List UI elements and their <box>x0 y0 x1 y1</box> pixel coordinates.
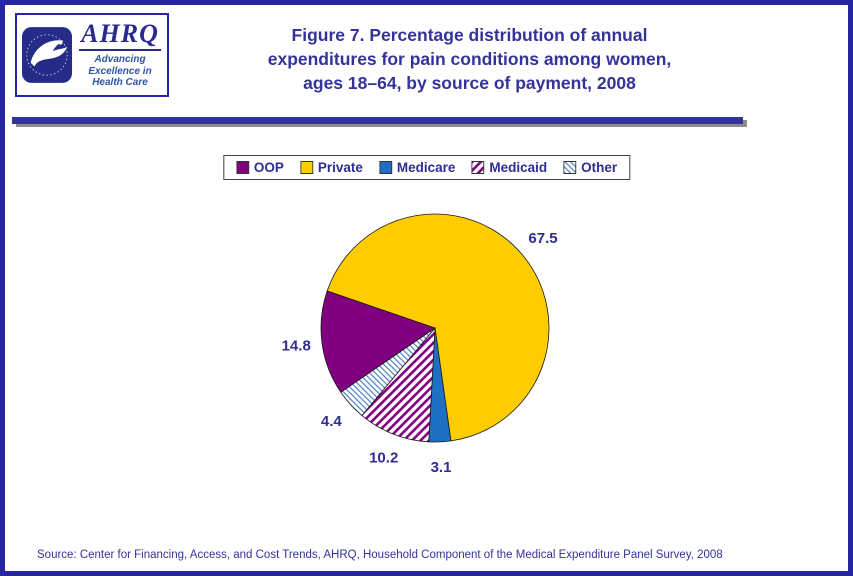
chart-legend: OOP Private Medicare Medicaid Other <box>222 155 631 180</box>
legend-label-other: Other <box>581 160 618 175</box>
value-label-medicaid: 10.2 <box>369 449 398 466</box>
logo-tagline: Advancing Excellence in Health Care <box>88 54 151 89</box>
figure-title-line: ages 18–64, by source of payment, 2008 <box>303 73 636 94</box>
legend-item-oop: OOP <box>235 160 284 175</box>
value-label-other: 4.4 <box>321 413 343 430</box>
pie-chart: 14.8 67.5 3.1 10.2 4.4 <box>282 213 558 476</box>
legend-label-oop: OOP <box>253 160 284 175</box>
legend-swatch-medicaid <box>471 161 485 174</box>
legend-swatch-other <box>563 161 577 174</box>
source-note: Source: Center for Financing, Access, an… <box>37 549 723 561</box>
figure-title-line: Figure 7. Percentage distribution of ann… <box>291 25 648 45</box>
pie-slice-private <box>326 213 550 442</box>
value-label-private: 67.5 <box>528 230 557 247</box>
pie-slice-other <box>340 327 436 417</box>
value-label-medicare: 3.1 <box>431 459 452 476</box>
legend-item-private: Private <box>299 160 363 175</box>
legend-item-other: Other <box>563 160 617 175</box>
legend-swatch-oop <box>235 161 249 174</box>
logo-tagline-line: Excellence in <box>88 65 152 77</box>
legend-item-medicare: Medicare <box>378 160 456 175</box>
pie-slice-oop <box>320 290 436 393</box>
logo-tagline-line: Advancing <box>94 54 146 66</box>
hhs-eagle-icon <box>21 27 73 83</box>
legend-item-medicaid: Medicaid <box>471 160 547 175</box>
value-label-oop: 14.8 <box>282 338 311 355</box>
legend-swatch-medicare <box>378 161 392 174</box>
logo-rule <box>79 49 161 52</box>
ahrq-logo: AHRQ Advancing Excellence in Health Care <box>15 13 169 97</box>
logo-org-name: AHRQ <box>81 19 159 49</box>
logo-text-block: AHRQ Advancing Excellence in Health Care <box>77 21 163 89</box>
legend-label-medicaid: Medicaid <box>489 160 548 175</box>
logo-tagline-line: Health Care <box>92 77 148 89</box>
figure-title-line: expenditures for pain conditions among w… <box>267 49 672 70</box>
legend-label-medicare: Medicare <box>396 160 456 175</box>
header-divider <box>12 117 743 124</box>
legend-label-private: Private <box>317 160 363 175</box>
legend-swatch-private <box>299 161 313 174</box>
figure-title: Figure 7. Percentage distribution of ann… <box>183 23 756 95</box>
pie-slice-medicaid <box>361 326 436 443</box>
